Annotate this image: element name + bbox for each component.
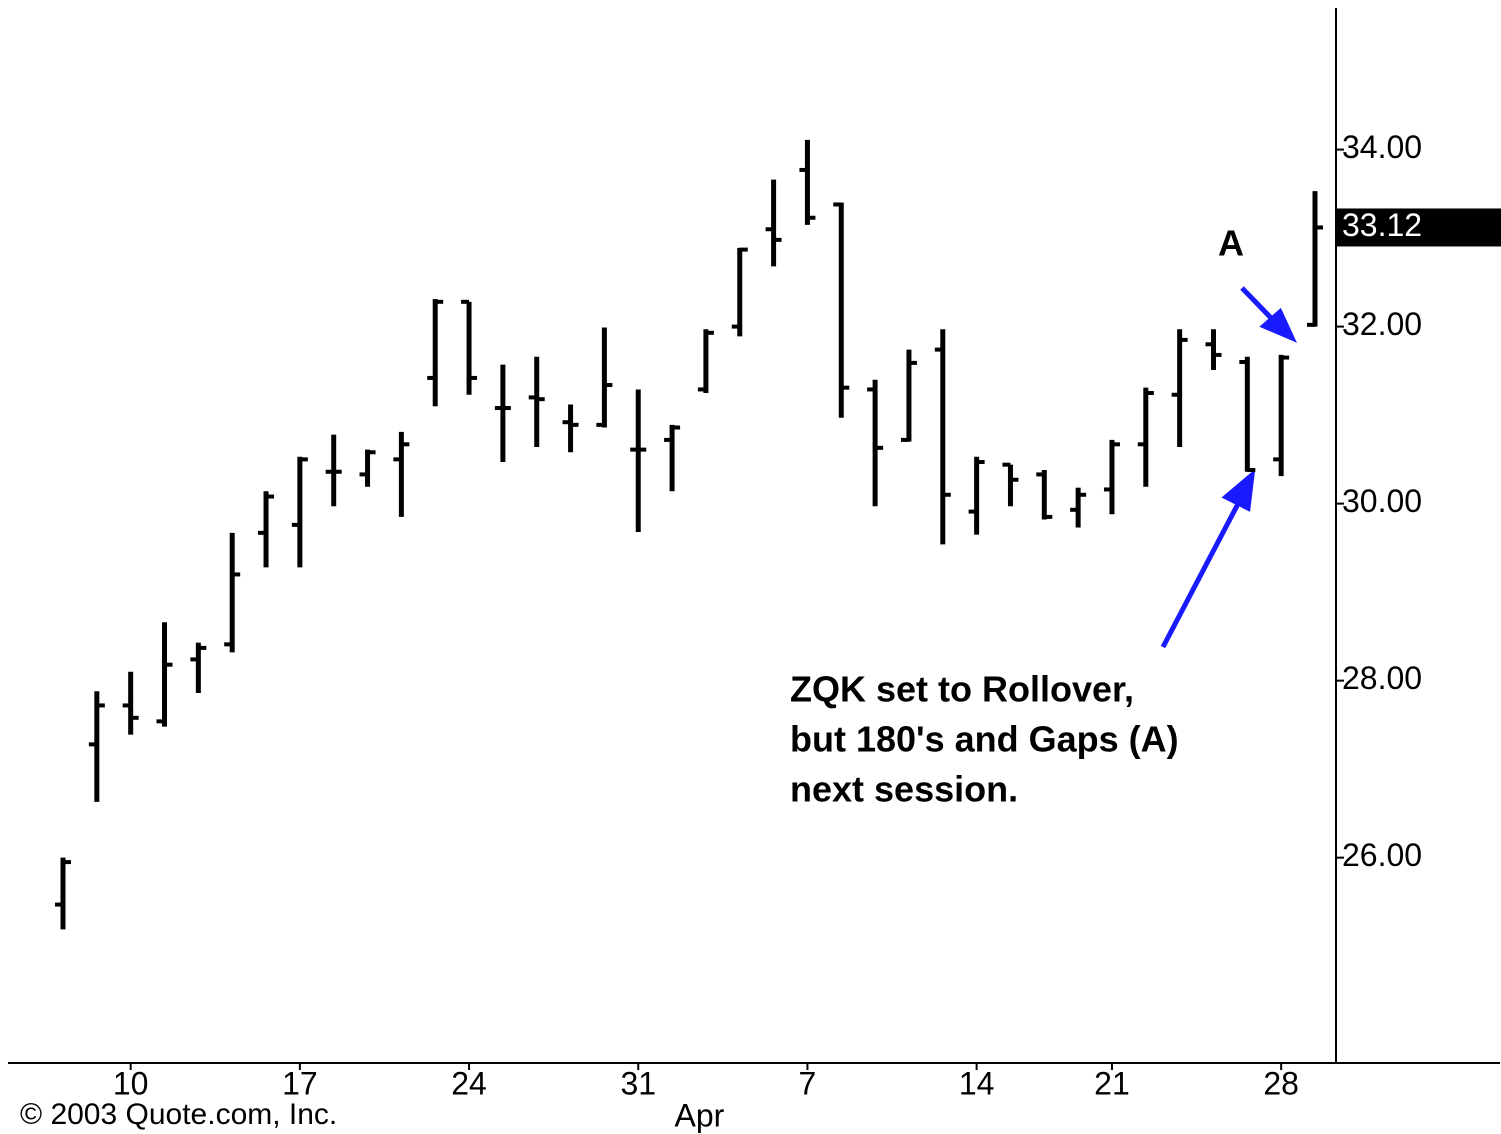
x-tick-label: 10 — [113, 1065, 149, 1101]
x-tick-label: 14 — [959, 1065, 995, 1101]
y-tick-label: 26.00 — [1342, 837, 1422, 873]
last-price-label: 33.12 — [1342, 207, 1422, 243]
x-tick-label: 31 — [620, 1065, 656, 1101]
x-month-label: Apr — [675, 1097, 725, 1133]
x-tick-label: 17 — [282, 1065, 318, 1101]
y-tick-label: 30.00 — [1342, 483, 1422, 519]
y-tick-label: 32.00 — [1342, 306, 1422, 342]
annotation-line: next session. — [790, 769, 1018, 810]
annotation-marker: A — [1218, 223, 1244, 264]
copyright: © 2003 Quote.com, Inc. — [20, 1098, 337, 1131]
arrows — [1160, 286, 1297, 649]
annotation-line: ZQK set to Rollover, — [790, 669, 1134, 710]
x-tick-label: 24 — [451, 1065, 487, 1101]
annotation-line: but 180's and Gaps (A) — [790, 719, 1179, 760]
last-price-badge — [1337, 208, 1501, 247]
x-tick-label: 7 — [799, 1065, 817, 1101]
y-tick-label: 28.00 — [1342, 660, 1422, 696]
y-tick-label: 34.00 — [1342, 129, 1422, 165]
x-tick-label: 21 — [1094, 1065, 1130, 1101]
x-tick-label: 28 — [1263, 1065, 1299, 1101]
